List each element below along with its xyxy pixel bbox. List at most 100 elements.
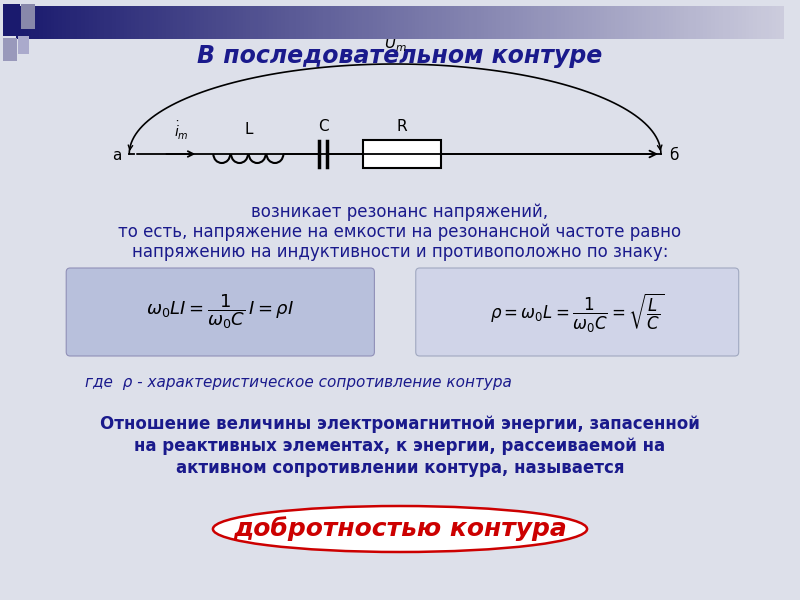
Bar bbox=[381, 6, 385, 39]
Bar bbox=[477, 6, 481, 39]
Bar bbox=[131, 6, 135, 39]
Bar bbox=[569, 6, 573, 39]
Ellipse shape bbox=[213, 506, 587, 552]
Bar bbox=[750, 6, 754, 39]
Bar bbox=[266, 6, 270, 39]
Bar bbox=[722, 6, 726, 39]
Bar bbox=[488, 6, 492, 39]
Bar bbox=[473, 6, 477, 39]
Bar bbox=[577, 6, 581, 39]
Bar bbox=[216, 6, 219, 39]
Bar bbox=[400, 6, 404, 39]
Bar bbox=[235, 6, 238, 39]
Bar bbox=[446, 6, 450, 39]
Bar bbox=[20, 6, 24, 39]
Bar bbox=[97, 6, 101, 39]
Bar bbox=[573, 6, 577, 39]
Bar bbox=[600, 6, 603, 39]
Bar bbox=[622, 6, 626, 39]
Bar bbox=[342, 6, 346, 39]
Bar bbox=[530, 6, 534, 39]
Bar bbox=[438, 6, 442, 39]
Bar bbox=[150, 6, 154, 39]
Text: напряжению на индуктивности и противоположно по знаку:: напряжению на индуктивности и противопол… bbox=[132, 243, 668, 261]
Bar bbox=[519, 6, 523, 39]
Bar bbox=[285, 6, 289, 39]
Text: $\dot{i}_m$: $\dot{i}_m$ bbox=[174, 120, 188, 142]
Bar bbox=[650, 6, 654, 39]
Text: C: C bbox=[318, 119, 329, 134]
Bar bbox=[677, 6, 680, 39]
Bar bbox=[104, 6, 108, 39]
Text: б: б bbox=[669, 148, 678, 163]
Bar bbox=[607, 6, 611, 39]
Bar bbox=[588, 6, 592, 39]
Bar bbox=[24, 6, 27, 39]
Bar bbox=[334, 6, 338, 39]
Bar bbox=[592, 6, 596, 39]
Bar bbox=[43, 6, 46, 39]
Bar bbox=[504, 6, 507, 39]
Bar bbox=[112, 6, 116, 39]
Bar bbox=[726, 6, 730, 39]
Bar bbox=[742, 6, 746, 39]
Bar bbox=[219, 6, 223, 39]
Bar bbox=[258, 6, 262, 39]
Bar bbox=[46, 6, 50, 39]
Bar bbox=[66, 6, 70, 39]
Bar bbox=[300, 6, 304, 39]
Bar bbox=[430, 6, 434, 39]
Bar bbox=[462, 6, 466, 39]
Bar bbox=[3, 4, 20, 36]
Bar bbox=[654, 6, 658, 39]
Bar bbox=[542, 6, 546, 39]
Bar bbox=[396, 6, 400, 39]
Bar bbox=[392, 6, 396, 39]
Text: В последовательном контуре: В последовательном контуре bbox=[198, 44, 602, 68]
Bar bbox=[189, 6, 193, 39]
Bar bbox=[526, 6, 530, 39]
Bar bbox=[718, 6, 722, 39]
Bar bbox=[289, 6, 293, 39]
Bar bbox=[101, 6, 104, 39]
Bar bbox=[761, 6, 765, 39]
Bar bbox=[185, 6, 189, 39]
Bar bbox=[511, 6, 515, 39]
Bar bbox=[780, 6, 784, 39]
Bar bbox=[746, 6, 750, 39]
Bar bbox=[3, 38, 17, 61]
Bar bbox=[120, 6, 123, 39]
Text: $\omega_0 LI = \dfrac{1}{\omega_0 C}\,I = \rho I$: $\omega_0 LI = \dfrac{1}{\omega_0 C}\,I … bbox=[146, 293, 294, 331]
Bar bbox=[699, 6, 703, 39]
Bar bbox=[70, 6, 74, 39]
Bar bbox=[142, 6, 146, 39]
Bar bbox=[427, 6, 430, 39]
Bar bbox=[619, 6, 622, 39]
Bar bbox=[673, 6, 677, 39]
Bar bbox=[515, 6, 519, 39]
Bar bbox=[227, 6, 231, 39]
Bar bbox=[419, 6, 423, 39]
Bar bbox=[558, 6, 562, 39]
Bar bbox=[50, 6, 54, 39]
Bar bbox=[481, 6, 485, 39]
Bar bbox=[634, 6, 638, 39]
Bar bbox=[323, 6, 327, 39]
Bar bbox=[116, 6, 120, 39]
Bar bbox=[78, 6, 82, 39]
Bar bbox=[331, 6, 334, 39]
Text: $\rho = \omega_0 L = \dfrac{1}{\omega_0 C} = \sqrt{\dfrac{L}{C}}$: $\rho = \omega_0 L = \dfrac{1}{\omega_0 … bbox=[490, 290, 665, 334]
Bar bbox=[254, 6, 258, 39]
Bar bbox=[665, 6, 669, 39]
Bar bbox=[35, 6, 39, 39]
Bar bbox=[408, 6, 411, 39]
Bar bbox=[450, 6, 454, 39]
Bar bbox=[327, 6, 331, 39]
Bar bbox=[238, 6, 242, 39]
Bar bbox=[62, 6, 66, 39]
Bar bbox=[166, 6, 170, 39]
Bar bbox=[366, 6, 370, 39]
Bar bbox=[523, 6, 526, 39]
Bar bbox=[496, 6, 500, 39]
Bar bbox=[707, 6, 711, 39]
